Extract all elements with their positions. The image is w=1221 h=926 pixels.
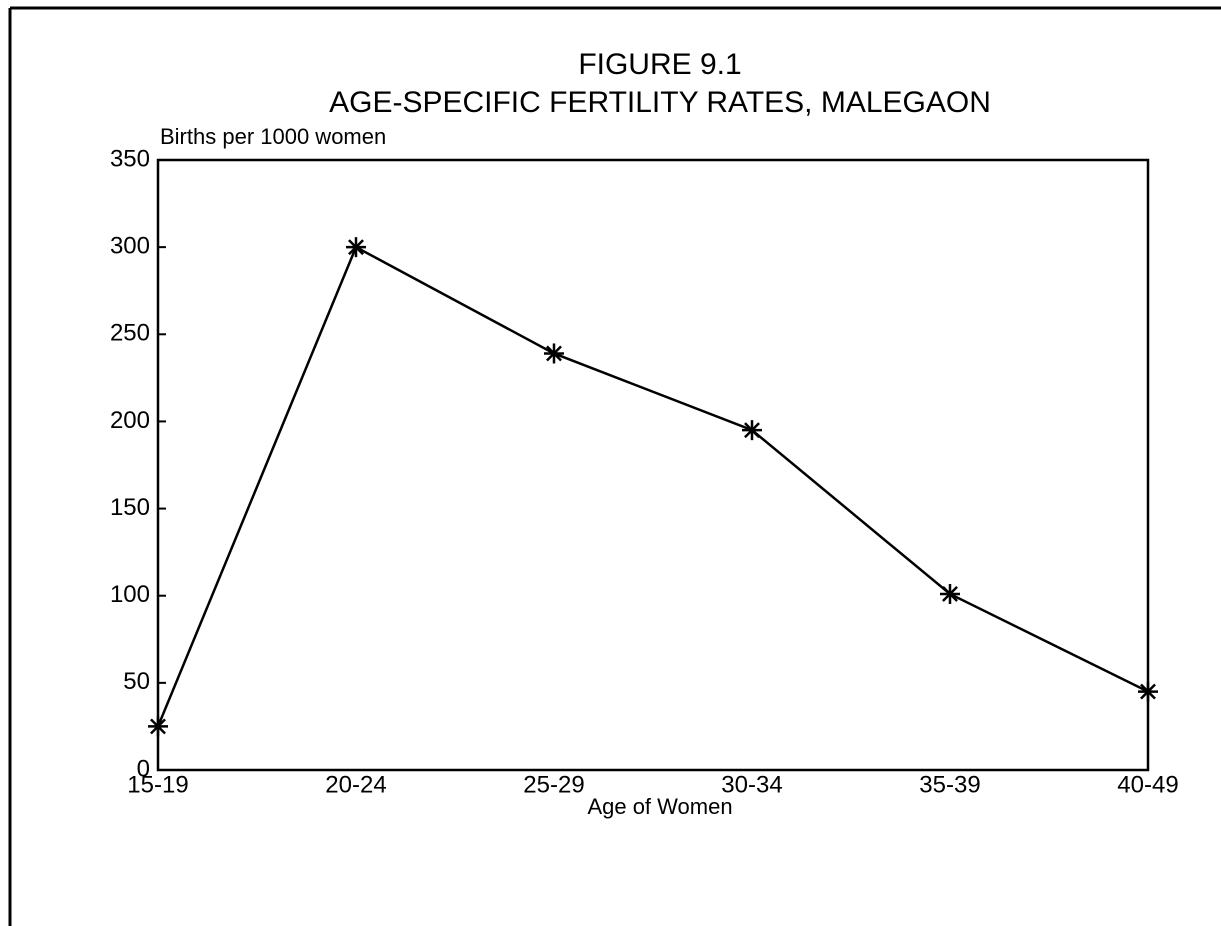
marker-stroke: [348, 239, 364, 256]
marker-stroke: [744, 422, 760, 439]
y-tick-label: 150: [110, 494, 150, 521]
data-line: [156, 245, 1149, 727]
marker: [346, 237, 366, 258]
x-tick-label: 25-29: [523, 771, 584, 798]
x-tick-label: 15-19: [127, 771, 188, 798]
y-tick-label: 300: [110, 232, 150, 259]
x-tick-label: 20-24: [325, 771, 386, 798]
marker: [940, 583, 960, 604]
marker-stroke: [546, 345, 562, 362]
y-tick-label: 250: [110, 320, 150, 347]
x-axis-label: Age of Women: [587, 794, 732, 819]
y-tick-label: 200: [110, 407, 150, 434]
marker-stroke: [150, 718, 166, 735]
chart-subtitle: AGE-SPECIFIC FERTILITY RATES, MALEGAON: [329, 86, 991, 119]
y-tick-label: 50: [123, 668, 150, 695]
y-tick-label: 0: [137, 755, 150, 782]
y-tick-label: 350: [110, 145, 150, 172]
x-tick-label: 40-49: [1117, 771, 1178, 798]
chart-title: FIGURE 9.1: [578, 48, 741, 81]
marker-stroke: [942, 586, 958, 602]
x-tick-label: 30-34: [721, 771, 782, 798]
marker: [544, 343, 564, 364]
y-tick-label: 100: [110, 581, 150, 608]
marker: [148, 716, 168, 737]
marker: [742, 420, 762, 441]
plot-frame: [156, 158, 1150, 772]
marker: [1138, 681, 1158, 702]
marker-stroke: [1140, 683, 1156, 700]
x-tick-label: 35-39: [919, 771, 980, 798]
y-axis-label: Births per 1000 women: [160, 124, 386, 149]
